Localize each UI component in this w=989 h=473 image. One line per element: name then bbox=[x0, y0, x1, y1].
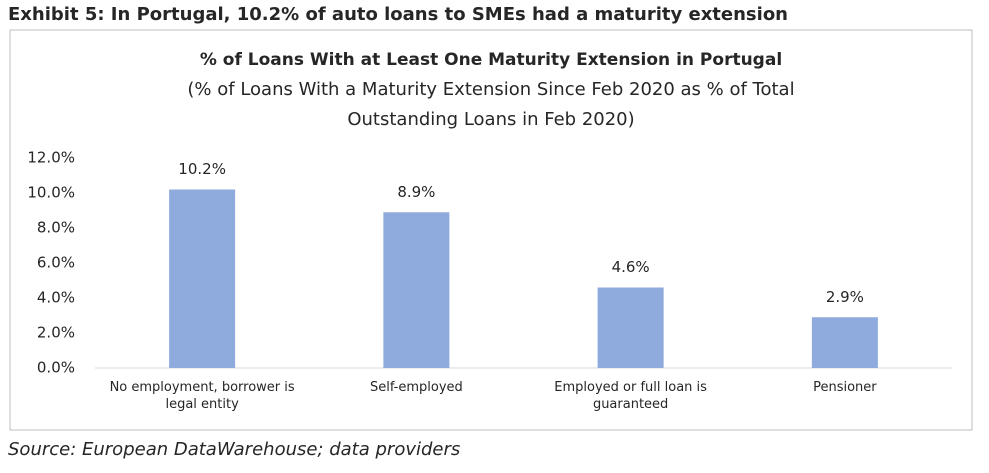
source-note: Source: European DataWarehouse; data pro… bbox=[8, 439, 460, 460]
chart-title: % of Loans With at Least One Maturity Ex… bbox=[200, 50, 782, 70]
data-label: 10.2% bbox=[178, 160, 226, 178]
y-tick-label: 8.0% bbox=[37, 219, 75, 237]
chart-frame bbox=[9, 29, 973, 431]
y-tick-label: 12.0% bbox=[27, 149, 75, 167]
data-label: 2.9% bbox=[826, 288, 864, 306]
y-tick-label: 2.0% bbox=[37, 324, 75, 342]
y-tick-label: 4.0% bbox=[37, 289, 75, 307]
chart-subtitle: Outstanding Loans in Feb 2020) bbox=[347, 109, 634, 130]
exhibit-title: Exhibit 5: In Portugal, 10.2% of auto lo… bbox=[8, 4, 788, 25]
x-tick-label: Self-employed bbox=[369, 380, 463, 395]
y-tick-label: 6.0% bbox=[37, 254, 75, 272]
chart-subtitle: (% of Loans With a Maturity Extension Si… bbox=[187, 79, 794, 100]
x-tick-label: Employed or full loan is guaranteed bbox=[554, 380, 707, 412]
x-tick-label: No employment, borrower is legal entity bbox=[109, 380, 295, 412]
bar bbox=[597, 287, 664, 368]
bar bbox=[383, 212, 450, 368]
data-label: 8.9% bbox=[397, 183, 435, 201]
y-tick-label: 0.0% bbox=[37, 359, 75, 377]
bar bbox=[169, 189, 236, 368]
bar bbox=[811, 317, 878, 368]
data-label: 4.6% bbox=[612, 258, 650, 276]
y-tick-label: 10.0% bbox=[27, 184, 75, 202]
x-tick-label: Pensioner bbox=[813, 380, 877, 395]
